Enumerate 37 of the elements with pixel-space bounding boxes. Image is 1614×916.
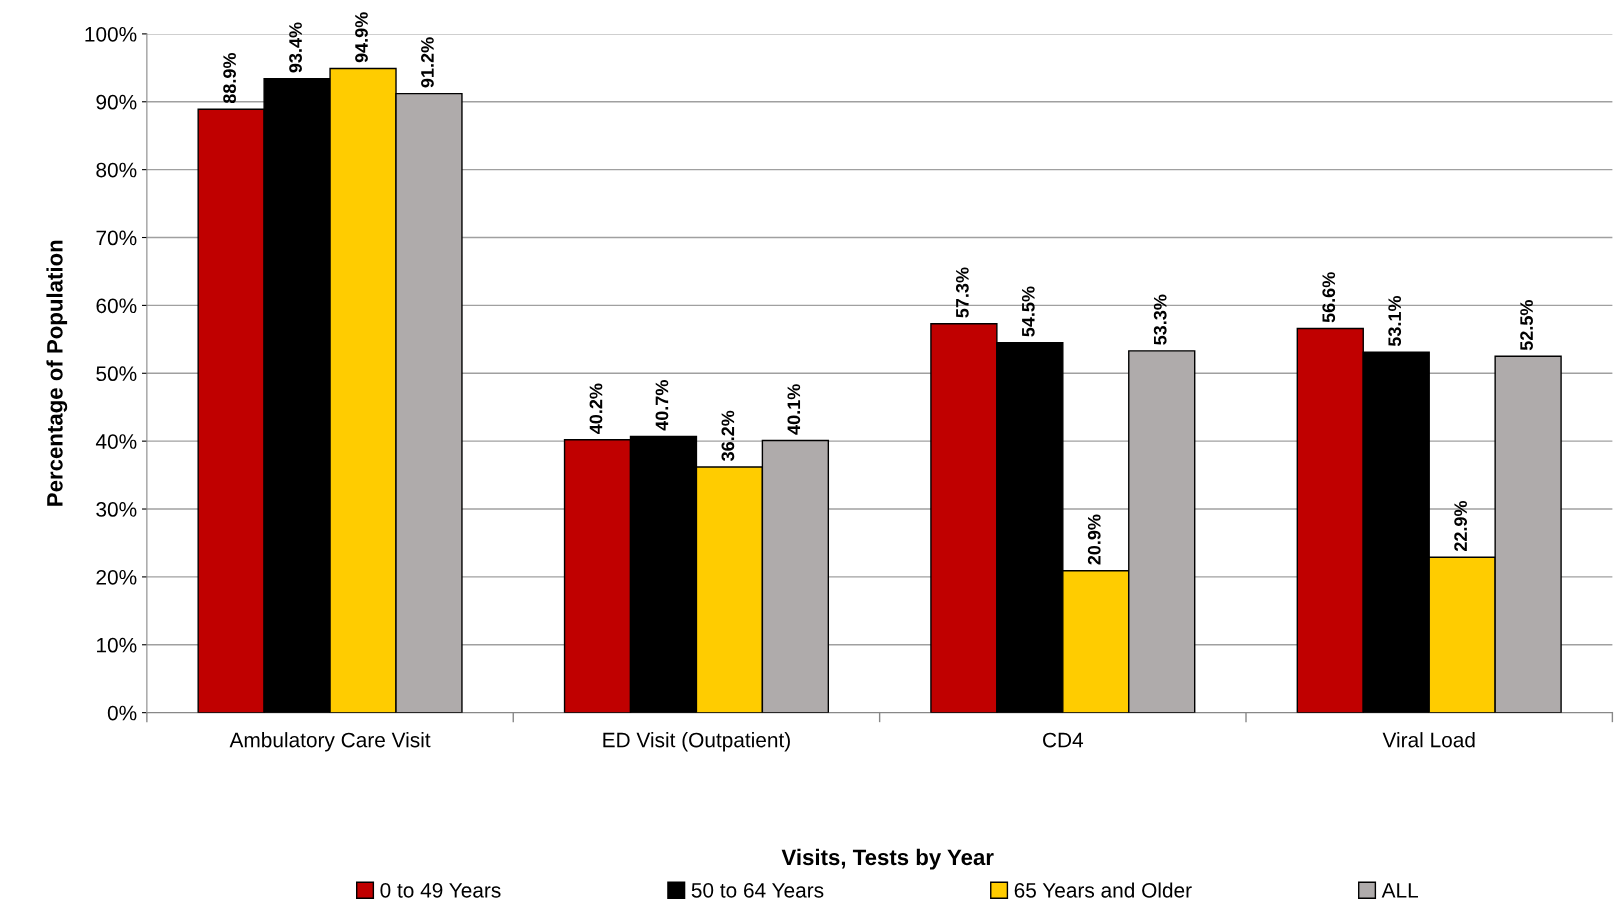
- data-label: 20.9%: [1087, 514, 1101, 565]
- data-label: 88.9%: [223, 52, 236, 104]
- y-axis-title: Percentage of Population: [46, 240, 68, 506]
- legend-label: ALL: [1381, 883, 1419, 898]
- data-label: 40.7%: [655, 380, 669, 431]
- y-tick-label: 50%: [96, 366, 137, 382]
- x-tick-label: ED Visit (Outpatient): [603, 732, 790, 752]
- y-tick-label: 10%: [97, 637, 137, 653]
- y-tick-label: 20%: [96, 569, 137, 585]
- data-label: 40.1%: [787, 384, 801, 435]
- y-tick-label: 90%: [96, 94, 137, 110]
- data-label: 52.5%: [1520, 300, 1533, 351]
- legend-label: 65 Years and Older: [1014, 882, 1192, 898]
- data-label: 53.3%: [1153, 294, 1167, 345]
- x-tick-label: Ambulatory Care Visit: [229, 732, 431, 752]
- data-label: 36.2%: [721, 410, 735, 461]
- data-label: 40.2%: [589, 383, 603, 434]
- x-tick-label: Viral Load: [1382, 732, 1475, 748]
- y-tick-label: 40%: [95, 434, 137, 449]
- data-label: 94.9%: [355, 12, 368, 63]
- y-tick-label: 80%: [96, 162, 137, 178]
- y-tick-label: 30%: [96, 502, 137, 517]
- x-tick-label: CD4: [1043, 732, 1084, 748]
- y-tick-label: 100%: [85, 26, 137, 42]
- data-label: 56.6%: [1322, 272, 1336, 323]
- data-label: 22.9%: [1454, 500, 1468, 552]
- legend-label: 50 to 64 Years: [691, 882, 824, 898]
- data-label: 93.4%: [289, 22, 302, 73]
- data-label: 53.1%: [1388, 295, 1402, 347]
- y-tick-label: 70%: [96, 230, 137, 246]
- y-tick-label: 60%: [96, 298, 137, 314]
- x-axis-title: Visits, Tests by Year: [781, 848, 994, 870]
- data-label: 91.2%: [421, 37, 434, 88]
- data-label: 54.5%: [1021, 286, 1035, 337]
- legend-label: 0 to 49 Years: [380, 882, 501, 898]
- y-tick-label: 0%: [107, 705, 137, 721]
- data-label: 57.3%: [955, 267, 969, 318]
